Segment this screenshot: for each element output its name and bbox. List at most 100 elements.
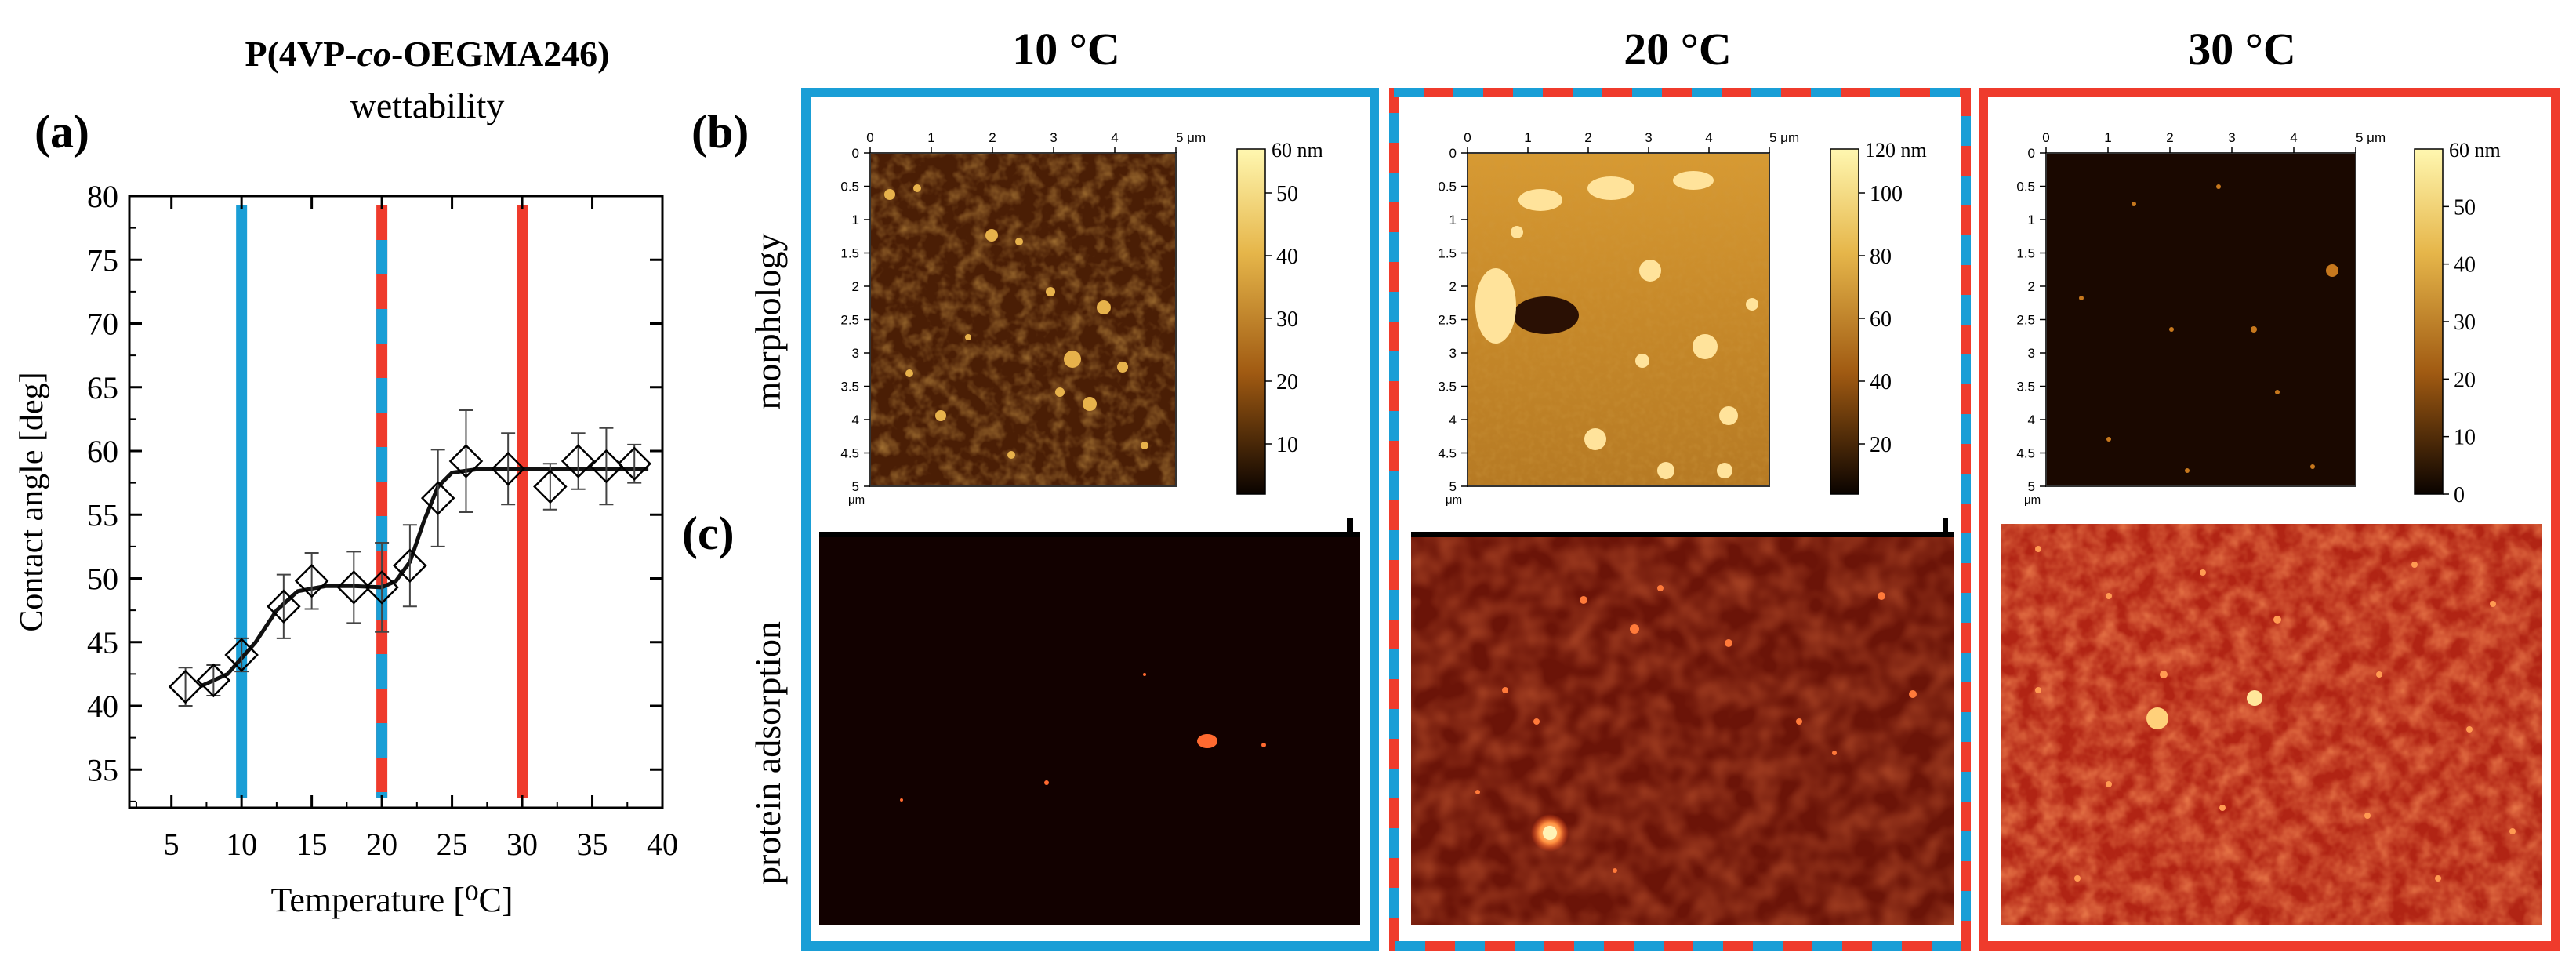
- data-point: [561, 444, 596, 478]
- afm-y-tick-label: 2.5: [840, 313, 859, 328]
- data-point: [491, 451, 525, 486]
- y-tick-label: 40: [87, 689, 118, 724]
- afm-y-tick-label: 4.5: [840, 446, 859, 461]
- panel-label-b: (b): [691, 106, 749, 158]
- fluorescence-image-30C: [2001, 524, 2542, 925]
- colour-scale-tick-label: 50: [2454, 195, 2476, 220]
- y-tick-label: 45: [87, 625, 118, 660]
- colour-scale-bar: [2414, 148, 2444, 495]
- data-point: [448, 444, 484, 478]
- colour-scale-tick-label: 40: [2454, 253, 2476, 278]
- data-point: [420, 481, 455, 515]
- colour-scale-max-label: 120 nm: [1865, 139, 1927, 162]
- colour-scale-tick-label: 100: [1870, 182, 1903, 206]
- panel-label-a: (a): [34, 106, 89, 158]
- data-point: [617, 446, 651, 482]
- afm-x-tick-label: 5 μm: [1176, 130, 1206, 145]
- data-point: [336, 570, 372, 605]
- afm-y-tick-label: 3: [1449, 346, 1457, 361]
- y-tick-label: 75: [87, 242, 118, 278]
- afm-unit-label: μm: [2024, 493, 2041, 507]
- data-point: [224, 638, 259, 672]
- afm-y-tick-label: 0.5: [1438, 180, 1457, 195]
- afm-y-tick-label: 1.5: [1438, 246, 1457, 261]
- data-point: [267, 589, 301, 624]
- y-tick-label: 50: [87, 562, 118, 597]
- column-title-20C: 20 °C: [1624, 24, 1732, 75]
- colour-scale-tick-label: 10: [1276, 433, 1298, 457]
- frame-10C: [801, 88, 1379, 951]
- afm-x-tick-label: 2: [2166, 130, 2173, 145]
- x-tick-label: 5: [164, 827, 180, 862]
- y-tick-label: 65: [87, 370, 118, 405]
- y-tick-label: 55: [87, 497, 118, 533]
- y-tick-label: 60: [87, 434, 118, 469]
- colour-scale-bar: [1830, 148, 1859, 495]
- afm-y-tick-label: 0.5: [840, 180, 859, 195]
- afm-x-tick-label: 0: [1464, 130, 1471, 145]
- chart-title-part-2: co: [357, 34, 391, 74]
- afm-y-tick-label: 1: [2028, 213, 2035, 227]
- afm-image-30C: [2046, 153, 2356, 486]
- chart-title-part-3: -OEGMA246): [391, 34, 610, 74]
- data-point: [589, 449, 624, 484]
- x-tick-label: 20: [366, 827, 397, 862]
- afm-y-tick-label: 1.5: [2016, 246, 2035, 261]
- colour-scale-tick-label: 30: [1276, 307, 1298, 332]
- afm-y-tick-label: 1: [852, 213, 859, 227]
- data-point: [393, 548, 427, 584]
- afm-y-tick-label: 3.5: [1438, 380, 1457, 394]
- colour-scale-bar: [1236, 148, 1266, 495]
- afm-y-tick-label: 1: [1449, 213, 1457, 227]
- afm-y-tick-label: 3: [852, 346, 859, 361]
- afm-x-tick-label: 5 μm: [1769, 130, 1799, 145]
- chart-subtitle: wettability: [350, 85, 505, 125]
- afm-x-tick-label: 0: [2042, 130, 2049, 145]
- afm-y-tick-label: 4: [1449, 413, 1457, 427]
- y-tick-label: 80: [87, 179, 118, 214]
- afm-y-tick-label: 4: [852, 413, 859, 427]
- colour-scale-tick-label: 40: [1870, 370, 1892, 394]
- fluorescence-image-20C: [1411, 518, 1954, 925]
- y-tick-label: 35: [87, 752, 118, 787]
- afm-x-tick-label: 4: [1111, 130, 1118, 145]
- afm-y-tick-label: 1.5: [840, 246, 859, 261]
- afm-y-tick-label: 2: [1449, 279, 1457, 294]
- plot-frame: [128, 195, 664, 809]
- afm-x-tick-label: 0: [866, 130, 873, 145]
- colour-scale-tick-label: 20: [1870, 433, 1892, 457]
- afm-unit-label: μm: [1446, 493, 1462, 507]
- axis-ticks: 5 10 15 20 25 30 35 40 35 40 45 50 55 60 65 70 75 80: [87, 179, 678, 862]
- x-tick-label: 30: [506, 827, 538, 862]
- x-tick-label: 25: [437, 827, 468, 862]
- afm-x-tick-label: 1: [2104, 130, 2111, 145]
- column-title-30C: 30 °C: [2188, 24, 2296, 75]
- data-point: [196, 663, 231, 698]
- afm-x-tick-label: 4: [1705, 130, 1712, 145]
- afm-y-tick-label: 0: [1449, 146, 1457, 161]
- afm-y-tick-label: 0: [852, 146, 859, 161]
- fit-curve: [198, 467, 649, 689]
- contact-angle-chart: P(4VP-co-OEGMA246) wettability (a) Conta…: [14, 34, 678, 919]
- afm-unit-label: μm: [848, 493, 865, 507]
- colour-scale-tick-label: 10: [2454, 426, 2476, 450]
- afm-x-tick-label: 3: [2228, 130, 2235, 145]
- afm-x-tick-label: 5 μm: [2356, 130, 2386, 145]
- afm-y-tick-label: 5: [852, 479, 859, 494]
- data-points: [168, 409, 651, 707]
- afm-image-10C: [870, 153, 1176, 486]
- afm-y-tick-label: 4: [2028, 413, 2035, 427]
- x-tick-label: 15: [296, 827, 328, 862]
- afm-x-tick-label: 1: [1524, 130, 1531, 145]
- row-label-protein-adsorption: protein adsorption: [748, 621, 788, 885]
- fit-curve-layer: [198, 467, 649, 689]
- row-label-morphology: morphology: [748, 234, 788, 410]
- colour-scale-max-label: 60 nm: [2449, 139, 2501, 162]
- afm-image-20C: [1468, 153, 1769, 486]
- afm-y-tick-label: 4.5: [1438, 446, 1457, 461]
- colour-scale-max-label: 60 nm: [1272, 139, 1323, 162]
- afm-y-tick-label: 3: [2028, 346, 2035, 361]
- colour-scale-tick-label: 80: [1870, 245, 1892, 269]
- afm-x-tick-label: 2: [989, 130, 996, 145]
- colour-scale-tick-label: 0: [2454, 483, 2465, 507]
